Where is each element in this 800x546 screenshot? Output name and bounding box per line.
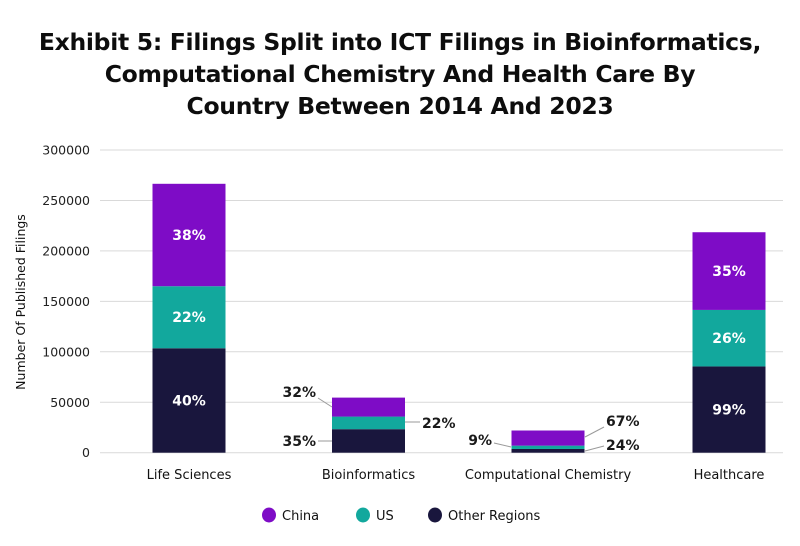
bar-china	[511, 430, 585, 446]
leader-line	[584, 445, 605, 452]
chart-title-line-3: Country Between 2014 And 2023	[186, 92, 614, 120]
bar-china	[332, 397, 405, 417]
bar-other-regions	[152, 348, 226, 453]
legend-item-other-regions: Other Regions	[428, 507, 541, 524]
y-tick-label: 150000	[42, 294, 90, 309]
data-label: 99%	[712, 403, 746, 419]
bar-other-regions	[332, 429, 405, 453]
legend-item-china: China	[262, 507, 319, 524]
y-axis-label: Number Of Published Filings	[13, 214, 28, 390]
x-axis-categories: Life Sciences Bioinformatics Computational…	[147, 468, 765, 483]
legend: China US Other Regions	[262, 507, 541, 524]
y-tick-label: 250000	[42, 193, 90, 208]
bar-us	[511, 445, 585, 449]
y-tick-label: 200000	[42, 243, 90, 258]
data-label: 40%	[172, 393, 206, 409]
x-category-label: Healthcare	[694, 468, 765, 483]
bars	[152, 183, 766, 453]
bar-us	[332, 416, 405, 430]
data-label: 22%	[422, 416, 456, 432]
legend-marker	[262, 507, 276, 523]
legend-marker	[428, 507, 442, 523]
bar-other-regions	[692, 366, 766, 453]
chart-title-line-2: Computational Chemistry And Health Care …	[104, 60, 696, 88]
y-tick-label: 0	[82, 445, 90, 460]
data-label: 67%	[606, 414, 640, 430]
bar-china	[692, 232, 766, 310]
bar-other-regions	[511, 448, 585, 453]
leader-line	[317, 397, 333, 408]
data-label: 26%	[712, 331, 746, 347]
bar-us	[692, 309, 766, 367]
x-category-label: Life Sciences	[147, 468, 232, 483]
y-tick-label: 100000	[42, 344, 90, 359]
legend-marker	[356, 507, 370, 523]
leader-line	[493, 442, 512, 448]
bar-china	[152, 183, 226, 287]
legend-label: Other Regions	[448, 509, 541, 524]
data-label: 24%	[606, 438, 640, 454]
legend-label: China	[282, 509, 319, 524]
bar-us	[152, 286, 226, 349]
y-axis-ticks: 0 50000 100000 150000 200000 250000 300000	[42, 143, 90, 461]
y-tick-label: 300000	[42, 143, 90, 158]
x-category-label: Bioinformatics	[322, 468, 415, 483]
data-labels: 40% 22% 38% 99% 26% 35% 32% 22% 35% 9% 67% 24%	[172, 228, 746, 454]
x-category-label: Computational Chemistry	[465, 468, 632, 483]
y-tick-label: 50000	[50, 395, 90, 410]
legend-item-us: US	[356, 507, 394, 524]
data-label: 22%	[172, 310, 206, 326]
data-label: 38%	[172, 228, 206, 244]
leader-line	[584, 426, 605, 438]
data-label: 35%	[712, 264, 746, 280]
chart-title: Exhibit 5: Filings Split into ICT Filing…	[0, 26, 800, 122]
data-label: 32%	[282, 385, 316, 401]
legend-label: US	[376, 509, 394, 524]
data-label: 35%	[282, 434, 316, 450]
data-label: 9%	[468, 433, 492, 449]
chart-title-line-1: Exhibit 5: Filings Split into ICT Filing…	[38, 28, 762, 56]
